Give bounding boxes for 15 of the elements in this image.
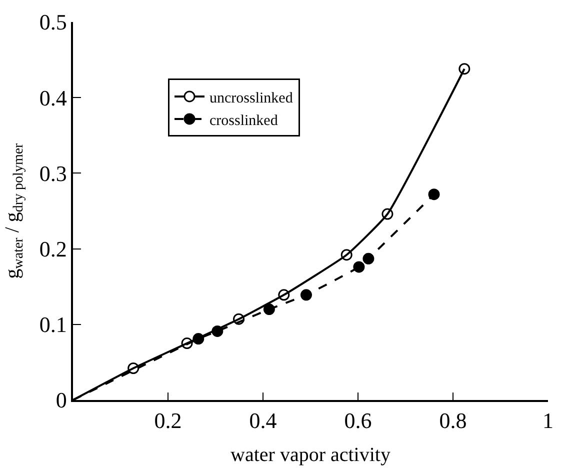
x-tick-label: 0.2 <box>154 408 182 434</box>
y-tick-label: 0 <box>56 388 67 413</box>
point <box>353 261 365 273</box>
legend-label: uncrosslinked <box>210 90 294 106</box>
x-tick-label: 0.6 <box>344 408 372 434</box>
x-tick-label: 0.8 <box>439 408 467 434</box>
y-tick-label: 0.5 <box>39 10 67 35</box>
x-axis-title: water vapor activity <box>230 444 390 466</box>
y-tick-label: 0.3 <box>39 160 67 186</box>
y-tick-label: 0.2 <box>39 236 67 262</box>
y-tick-label: 0.4 <box>39 85 67 110</box>
legend-label: crosslinked <box>210 112 278 129</box>
x-tick-label: 0.4 <box>249 408 277 434</box>
y-tick-label: 0.1 <box>39 312 67 338</box>
x-tick-label: 1 <box>542 408 554 434</box>
